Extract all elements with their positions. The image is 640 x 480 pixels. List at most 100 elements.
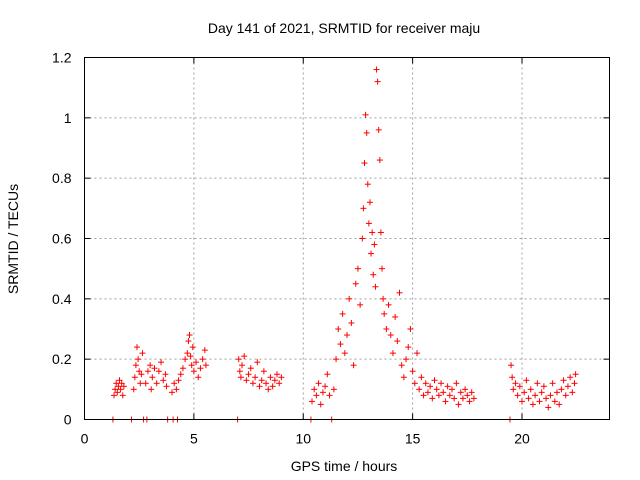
data-point — [260, 368, 267, 375]
data-point — [201, 347, 208, 354]
data-point — [446, 392, 453, 399]
data-point — [311, 386, 318, 393]
data-point — [136, 368, 143, 375]
y-tick-label: 1 — [64, 110, 72, 126]
data-point — [313, 392, 320, 399]
data-point — [114, 389, 121, 396]
data-point — [344, 332, 350, 339]
data-point — [427, 383, 434, 390]
data-point — [117, 386, 124, 393]
data-point — [449, 386, 455, 393]
data-point — [352, 280, 359, 287]
data-point — [435, 392, 442, 399]
data-point — [387, 332, 394, 339]
data-point — [567, 374, 574, 381]
data-point — [556, 401, 563, 408]
y-tick-label: 0.4 — [52, 291, 72, 307]
data-point — [433, 386, 440, 393]
data-point — [532, 392, 539, 399]
data-point — [411, 380, 418, 387]
data-point — [538, 389, 545, 396]
data-point — [158, 359, 165, 366]
data-point — [470, 395, 477, 402]
data-point — [508, 362, 515, 369]
data-point — [317, 401, 324, 408]
data-point — [162, 371, 169, 378]
axis-layer: 0 0.2 0.4 0.6 0.8 1 1.2 0 5 10 15 20 — [52, 50, 610, 447]
data-point — [115, 383, 122, 390]
plot-frame — [84, 57, 610, 420]
data-point — [139, 350, 146, 357]
data-point — [379, 265, 385, 272]
data-point — [543, 395, 550, 402]
data-point — [322, 383, 329, 390]
data-point — [189, 344, 196, 351]
data-point — [361, 160, 368, 167]
data-point — [137, 380, 144, 387]
data-point — [113, 380, 120, 387]
data-point — [256, 383, 263, 390]
data-point — [414, 350, 420, 357]
data-point — [540, 383, 547, 390]
data-point — [363, 129, 370, 136]
data-point — [420, 392, 427, 399]
data-point — [177, 371, 184, 378]
data-point — [315, 380, 322, 387]
x-tick-label: 15 — [405, 431, 421, 447]
data-point — [551, 398, 558, 405]
data-point — [271, 377, 278, 384]
data-point — [188, 362, 195, 369]
data-point — [409, 368, 416, 375]
y-tick-label: 0.2 — [52, 351, 72, 367]
data-point — [398, 362, 405, 369]
data-point — [243, 377, 250, 384]
data-point — [523, 377, 530, 384]
y-tick-label: 1.2 — [52, 50, 72, 66]
data-point — [455, 401, 462, 408]
data-point — [418, 374, 425, 381]
data-point — [350, 362, 357, 369]
chart-title: Day 141 of 2021, SRMTID for receiver maj… — [208, 20, 480, 36]
data-point — [276, 380, 283, 387]
data-point — [560, 377, 567, 384]
data-point — [269, 383, 276, 390]
data-point — [186, 332, 193, 339]
data-point — [442, 398, 449, 405]
data-point — [558, 386, 565, 393]
data-point — [431, 377, 438, 384]
data-point — [173, 386, 180, 393]
data-point — [372, 283, 379, 290]
data-point — [438, 380, 445, 387]
data-point — [394, 338, 401, 345]
data-point — [130, 386, 137, 393]
data-point — [549, 380, 556, 387]
data-point — [193, 359, 200, 366]
data-point — [274, 371, 280, 378]
data-point — [247, 365, 254, 372]
data-point — [371, 241, 378, 248]
data-point — [153, 380, 160, 387]
data-point — [354, 265, 361, 272]
data-point — [440, 389, 447, 396]
data-point — [239, 362, 245, 369]
data-point — [151, 365, 158, 372]
data-point — [337, 341, 344, 348]
data-point — [466, 398, 473, 405]
data-point — [529, 401, 536, 408]
data-point — [326, 392, 333, 399]
data-point — [564, 383, 571, 390]
data-point — [370, 271, 377, 278]
data-point — [169, 389, 175, 396]
data-point — [175, 377, 182, 384]
data-point — [514, 392, 521, 399]
y-tick-label: 0.6 — [52, 231, 72, 247]
y-tick-label: 0.8 — [52, 170, 72, 186]
data-point — [422, 380, 429, 387]
data-point — [569, 389, 576, 396]
data-point — [459, 395, 466, 402]
data-point — [132, 362, 139, 369]
data-point — [309, 398, 315, 405]
data-point — [278, 374, 285, 381]
data-point — [179, 365, 186, 372]
x-tick-label: 0 — [81, 431, 89, 447]
